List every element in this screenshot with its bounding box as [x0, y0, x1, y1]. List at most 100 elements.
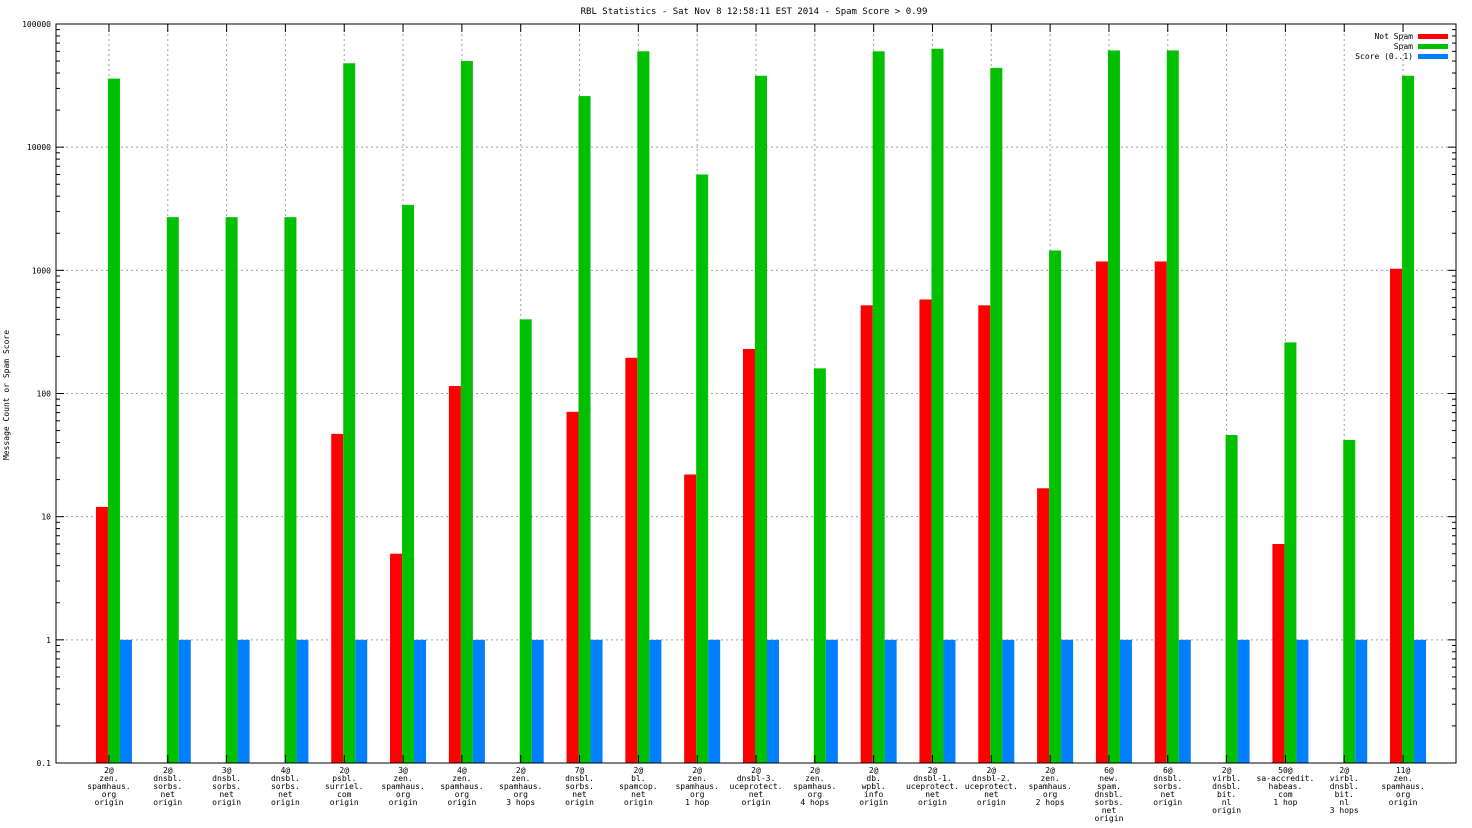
- bar-score: [825, 639, 838, 763]
- x-category-label: 7@ dnsbl. sorbs. net origin: [565, 766, 594, 807]
- bar-spam: [1343, 439, 1356, 763]
- y-tick-label: 0.1: [37, 759, 52, 768]
- x-category-label-line: 1 hop: [1273, 798, 1297, 807]
- x-category-label-line: sorbs.: [153, 782, 182, 791]
- bar-score: [1178, 639, 1191, 763]
- bar-spam: [1049, 250, 1062, 763]
- x-category-label-line: net: [749, 790, 764, 799]
- x-category-label-line: net: [278, 790, 293, 799]
- bar-score: [1119, 639, 1132, 763]
- bar-spam: [696, 174, 709, 764]
- bar-not-spam: [331, 433, 344, 763]
- bar-score: [296, 639, 309, 763]
- bar-spam: [637, 51, 650, 764]
- x-category-label-line: org: [690, 790, 705, 799]
- x-category-label: 11@ zen. spamhaus. org origin: [1381, 766, 1424, 807]
- bar-spam: [1284, 342, 1297, 763]
- x-category-label: 2@ dnsbl-1. uceprotect. net origin: [906, 766, 959, 807]
- x-category-label: 2@ virbl. dnsbl. bit. nl 3 hops: [1330, 766, 1359, 815]
- bar-spam: [343, 63, 356, 764]
- bars: [95, 48, 1427, 764]
- x-category-label-line: 6@: [1163, 766, 1173, 775]
- x-category-label-line: zen.: [452, 774, 471, 783]
- x-category-label-line: 6@: [1104, 766, 1114, 775]
- legend-label-not-spam: Not Spam: [1374, 32, 1413, 41]
- bar-not-spam: [1095, 261, 1108, 763]
- x-category-label-line: origin: [212, 798, 241, 807]
- bar-score: [1355, 639, 1368, 763]
- x-category-label-line: uceprotect.: [730, 782, 783, 791]
- x-category-label-line: org: [396, 790, 411, 799]
- bar-spam: [872, 51, 885, 764]
- x-category-label-line: origin: [330, 798, 359, 807]
- bar-spam: [107, 78, 120, 763]
- x-category-label-line: org: [1043, 790, 1058, 799]
- x-category-label-line: net: [984, 790, 999, 799]
- x-category-label-line: spamhaus.: [440, 782, 483, 791]
- x-category-label: 6@ dnsbl. sorbs. net origin: [1153, 766, 1182, 807]
- x-category-label-line: zen.: [393, 774, 412, 783]
- x-category-label-line: 2@: [163, 766, 173, 775]
- bar-not-spam: [1390, 268, 1403, 763]
- x-category-label-line: 2 hops: [1036, 798, 1065, 807]
- bar-spam: [460, 61, 473, 764]
- bar-not-spam: [860, 305, 873, 763]
- bar-score: [119, 639, 132, 763]
- legend-label-score: Score (0..1): [1355, 52, 1413, 61]
- x-category-label-line: org: [513, 790, 528, 799]
- x-category-label-line: org: [102, 790, 117, 799]
- x-category-label: 2@ dnsbl-2. uceprotect. net origin: [965, 766, 1018, 807]
- x-category-label-line: zen.: [805, 774, 824, 783]
- x-category-label-line: origin: [1094, 814, 1123, 823]
- x-category-label-line: origin: [271, 798, 300, 807]
- bar-not-spam: [978, 305, 991, 763]
- bar-spam: [1166, 50, 1179, 764]
- x-category-label-line: 3@: [222, 766, 232, 775]
- x-category-label-line: 2@: [104, 766, 114, 775]
- x-category-label-line: zen.: [688, 774, 707, 783]
- x-category-label: 2@ dnsbl. sorbs. net origin: [153, 766, 182, 807]
- x-category-label-line: bit.: [1335, 790, 1354, 799]
- x-category-label-line: zen.: [1393, 774, 1412, 783]
- x-category-label-line: 2@: [869, 766, 879, 775]
- x-category-label-line: 4@: [457, 766, 467, 775]
- x-category-label-line: spamhaus.: [499, 782, 542, 791]
- bar-not-spam: [448, 386, 461, 763]
- x-category-label-line: dnsbl-2.: [972, 774, 1011, 783]
- x-category-label-line: habeas.: [1269, 782, 1303, 791]
- x-category-label: 4@ dnsbl. sorbs. net origin: [271, 766, 300, 807]
- x-category-label-line: dnsbl.: [1094, 790, 1123, 799]
- x-category-label-line: origin: [565, 798, 594, 807]
- bar-score: [708, 639, 721, 763]
- bar-score: [590, 639, 603, 763]
- bar-not-spam: [684, 474, 697, 763]
- x-category-label-line: sa-accredit.: [1257, 774, 1315, 783]
- legend-swatch-not-spam: [1418, 34, 1448, 39]
- x-category-label-line: 11@: [1396, 766, 1411, 775]
- x-category-label-line: 2@: [1045, 766, 1055, 775]
- bar-score: [1237, 639, 1250, 763]
- legend-label-spam: Spam: [1394, 42, 1413, 51]
- x-category-label-line: 2@: [810, 766, 820, 775]
- x-category-label-line: bl.: [631, 774, 645, 783]
- x-category-label-line: dnsbl.: [212, 774, 241, 783]
- bar-score: [1296, 639, 1309, 763]
- bar-score: [472, 639, 485, 763]
- legend-swatch-spam: [1418, 44, 1448, 49]
- x-category-label: 2@ zen. spamhaus. org 1 hop: [675, 766, 718, 807]
- x-category-label-line: 2@: [634, 766, 644, 775]
- x-category-label-line: db.: [866, 774, 880, 783]
- bar-spam: [402, 204, 415, 763]
- bar-not-spam: [95, 506, 108, 763]
- y-tick-label: 1000: [32, 266, 51, 275]
- x-category-label-line: 2@: [751, 766, 761, 775]
- bar-score: [1002, 639, 1015, 763]
- x-category-label-line: zen.: [511, 774, 530, 783]
- x-category-label-line: com: [337, 790, 352, 799]
- bar-spam: [1107, 50, 1120, 764]
- x-category-label: 2@ zen. spamhaus. org 4 hops: [793, 766, 836, 807]
- bar-score: [1061, 639, 1074, 763]
- x-category-label-line: zen.: [1040, 774, 1059, 783]
